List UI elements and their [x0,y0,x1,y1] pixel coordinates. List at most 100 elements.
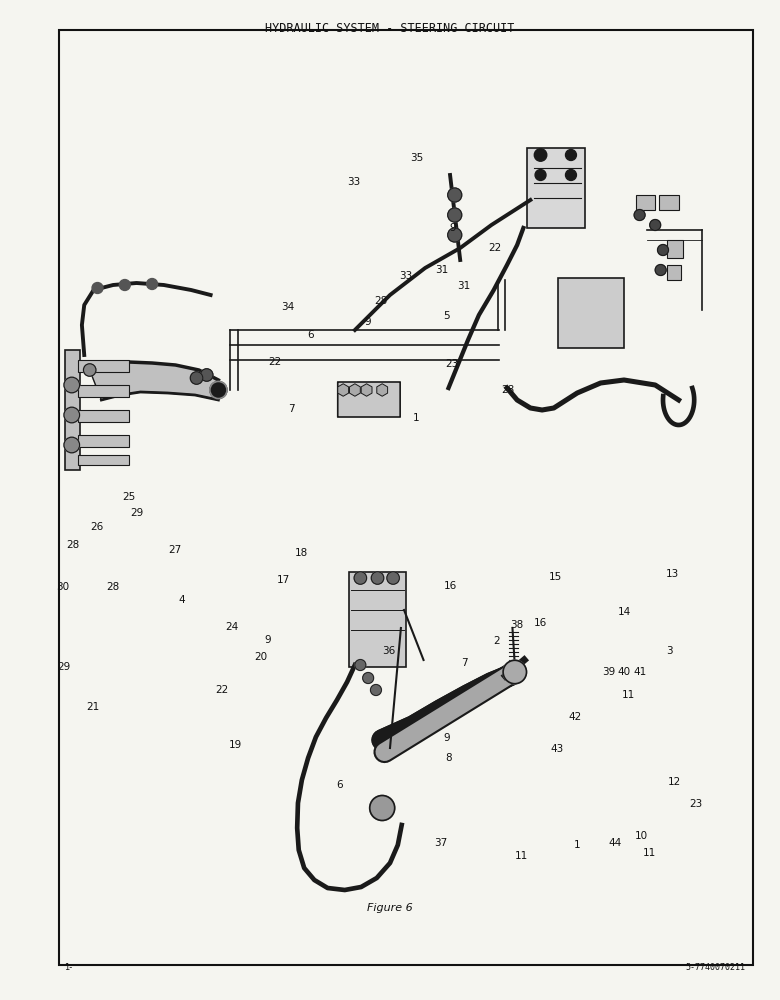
Text: 31: 31 [458,281,470,291]
Text: 21: 21 [87,702,99,712]
Text: 12: 12 [668,777,681,787]
Text: 28: 28 [66,540,79,550]
Text: 26: 26 [90,522,103,532]
Text: 11: 11 [644,848,656,858]
Text: 38: 38 [511,620,523,630]
Circle shape [387,572,399,584]
Circle shape [448,228,462,242]
Bar [667,265,681,280]
FancyBboxPatch shape [338,382,400,417]
Circle shape [370,796,395,820]
Text: 35: 35 [410,153,423,163]
Bar [58,30,753,965]
Text: 22: 22 [216,685,229,695]
Bar [78,360,129,372]
Circle shape [363,673,374,683]
Circle shape [64,437,80,453]
Circle shape [566,170,576,180]
Text: 36: 36 [383,646,395,656]
Text: 10: 10 [635,831,647,841]
Text: 18: 18 [296,548,308,558]
Text: 1: 1 [413,413,420,423]
Text: 9: 9 [364,317,370,327]
Text: 29: 29 [131,508,144,518]
Text: 37: 37 [434,838,447,848]
Text: 34: 34 [282,302,294,312]
Circle shape [92,283,103,293]
Circle shape [355,660,366,670]
Text: 20: 20 [255,652,268,662]
Circle shape [655,265,666,275]
Bar [659,195,679,210]
Text: 9: 9 [264,635,271,645]
Bar [667,240,682,258]
FancyBboxPatch shape [349,572,406,667]
Text: 1: 1 [574,840,580,850]
Text: 33: 33 [348,177,360,187]
FancyBboxPatch shape [526,148,585,228]
Text: 22: 22 [268,357,281,367]
Text: 3: 3 [666,646,672,656]
Polygon shape [90,362,218,400]
Text: 28: 28 [107,582,119,592]
Text: 31: 31 [436,265,448,275]
Circle shape [658,245,668,255]
Text: Figure 6: Figure 6 [367,903,413,913]
Text: 23: 23 [445,359,458,369]
Text: 16: 16 [534,618,547,628]
FancyBboxPatch shape [558,278,624,348]
Text: 22: 22 [488,243,501,253]
Circle shape [147,279,158,289]
Bar [78,435,129,447]
Text: 7: 7 [462,658,468,668]
Circle shape [119,280,130,290]
Circle shape [64,377,80,393]
Text: 5-7740070211: 5-7740070211 [685,964,745,972]
Bar [78,385,129,397]
Text: 9: 9 [450,223,456,233]
Text: 33: 33 [399,271,412,281]
Text: 7: 7 [289,404,295,414]
Circle shape [634,210,645,220]
Circle shape [64,407,80,423]
Text: 39: 39 [602,667,615,677]
Circle shape [448,208,462,222]
Text: 8: 8 [445,753,452,763]
Text: HYDRAULIC SYSTEM - STEERING CIRCUIT: HYDRAULIC SYSTEM - STEERING CIRCUIT [265,21,515,34]
Text: 4: 4 [179,595,185,605]
Text: 11: 11 [622,690,635,700]
Text: 24: 24 [225,622,238,632]
Text: 40: 40 [618,667,630,677]
Text: 13: 13 [666,569,679,579]
Text: 19: 19 [229,740,242,750]
Text: 44: 44 [609,838,622,848]
Bar [78,410,129,422]
Circle shape [535,170,546,180]
Text: 30: 30 [56,582,69,592]
Circle shape [200,369,213,381]
Text: 17: 17 [277,575,289,585]
Bar [65,350,80,470]
Text: 25: 25 [122,492,135,502]
Circle shape [650,220,661,230]
Text: 14: 14 [619,607,631,617]
Circle shape [448,188,462,202]
Circle shape [354,572,367,584]
Text: 43: 43 [551,744,563,754]
Circle shape [370,685,381,695]
Text: 15: 15 [549,572,562,582]
Text: 42: 42 [569,712,581,722]
Circle shape [534,149,547,161]
Circle shape [503,660,526,684]
Circle shape [190,372,203,384]
Bar [78,455,129,465]
Text: 27: 27 [168,545,181,555]
Bar [636,195,655,210]
Text: 28: 28 [502,385,514,395]
Text: 29: 29 [58,662,70,672]
Text: 2: 2 [494,636,500,646]
Text: 16: 16 [444,581,456,591]
Text: 6: 6 [307,330,314,340]
Text: 1-: 1- [64,964,73,972]
Text: 9: 9 [444,733,450,743]
